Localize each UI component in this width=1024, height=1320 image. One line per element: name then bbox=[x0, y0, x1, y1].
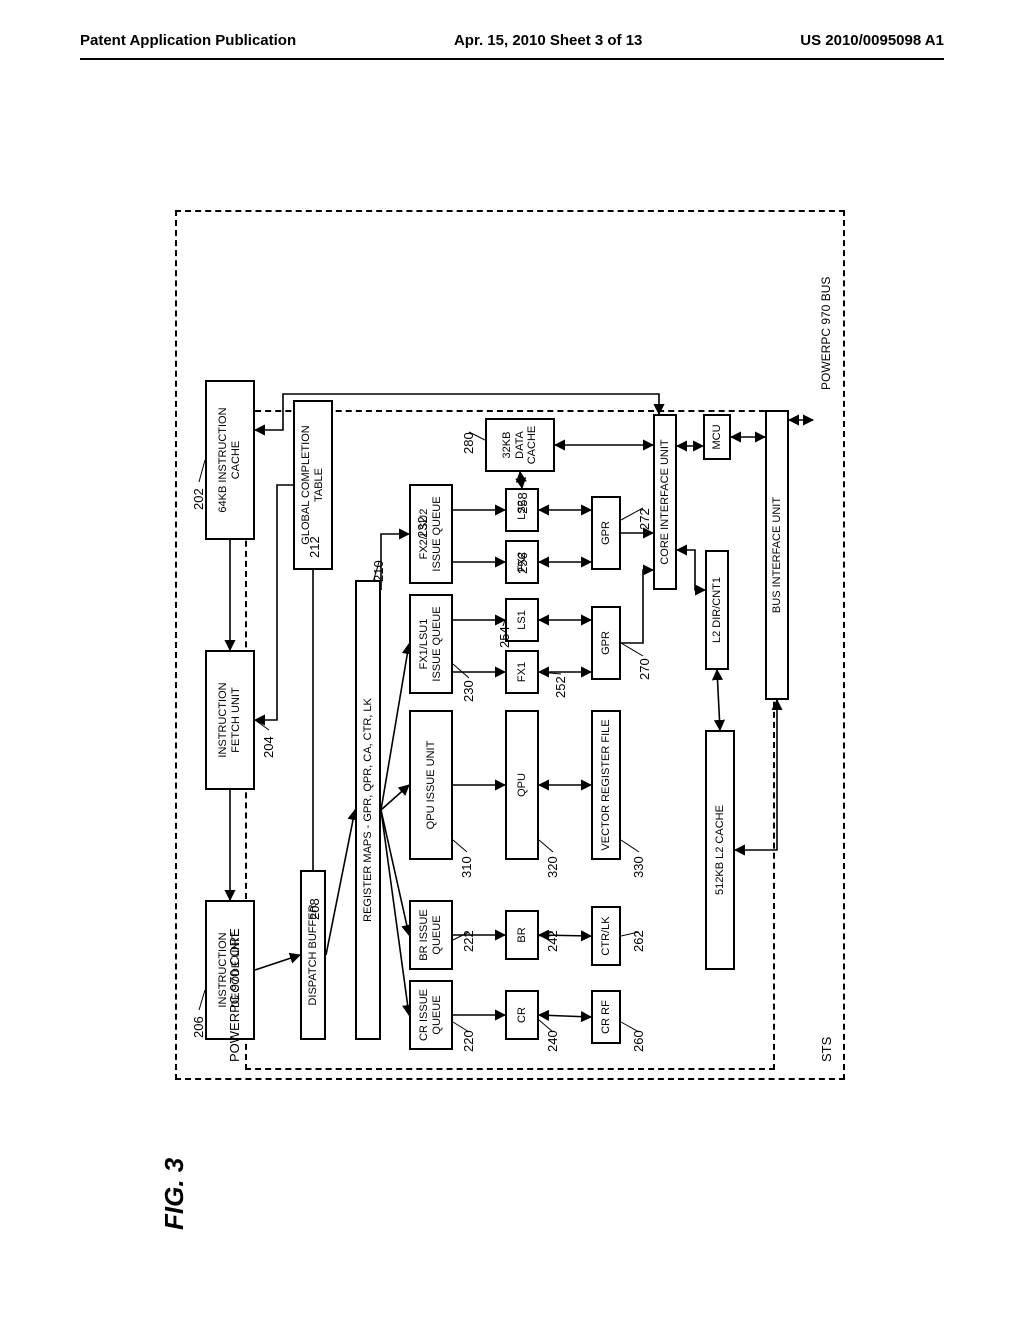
box-fx1: FX1 bbox=[505, 650, 539, 694]
box-fx1q: FX1/LSU1ISSUE QUEUE bbox=[409, 594, 453, 694]
pub-right: US 2010/0095098 A1 bbox=[800, 32, 944, 49]
ref-r330: 330 bbox=[631, 856, 646, 878]
ref-r206: 206 bbox=[191, 1016, 206, 1038]
box-icache: 64KB INSTRUCTIONCACHE bbox=[205, 380, 255, 540]
label-ppcCore: POWERPC 970 CORE bbox=[227, 928, 242, 1062]
ref-r204: 204 bbox=[261, 736, 276, 758]
ref-r256: 256 bbox=[515, 552, 530, 574]
box-qpu: QPU bbox=[505, 710, 539, 860]
box-brq: BR ISSUEQUEUE bbox=[409, 900, 453, 970]
diagram-canvas: FIG. 3 INSTRUCTIONDECODE UNITINSTRUCTION… bbox=[165, 180, 865, 1150]
box-dbuf: DISPATCH BUFFER bbox=[300, 870, 326, 1040]
box-cr: CR bbox=[505, 990, 539, 1040]
box-mcu: MCU bbox=[703, 414, 731, 460]
ref-r258: 258 bbox=[515, 492, 530, 514]
box-qpuq: QPU ISSUE UNIT bbox=[409, 710, 453, 860]
ref-r272: 272 bbox=[637, 508, 652, 530]
box-ciu: CORE INTERFACE UNIT bbox=[653, 414, 677, 590]
ref-r220: 220 bbox=[461, 1030, 476, 1052]
diagram-rotated-wrap: FIG. 3 INSTRUCTIONDECODE UNITINSTRUCTION… bbox=[30, 315, 1000, 1015]
ref-r230: 230 bbox=[461, 680, 476, 702]
header-rule bbox=[80, 58, 944, 60]
ref-r240: 240 bbox=[545, 1030, 560, 1052]
box-biu: BUS INTERFACE UNIT bbox=[765, 410, 789, 700]
ref-r260: 260 bbox=[631, 1030, 646, 1052]
ref-r310: 310 bbox=[459, 856, 474, 878]
box-dcache: 32KBDATACACHE bbox=[485, 418, 555, 472]
box-br: BR bbox=[505, 910, 539, 960]
box-crrf: CR RF bbox=[591, 990, 621, 1044]
box-l2d: L2 DIR/CNT1 bbox=[705, 550, 729, 670]
ref-r280: 280 bbox=[461, 432, 476, 454]
pub-mid: Apr. 15, 2010 Sheet 3 of 13 bbox=[454, 32, 642, 49]
box-l2c: 512KB L2 CACHE bbox=[705, 730, 735, 970]
label-sts: STS bbox=[819, 1037, 834, 1062]
ref-r202: 202 bbox=[191, 488, 206, 510]
label-ppcBus: POWERPC 970 BUS bbox=[819, 277, 833, 390]
ref-r208: 208 bbox=[307, 898, 322, 920]
ref-r320: 320 bbox=[545, 856, 560, 878]
ref-r242: 242 bbox=[545, 930, 560, 952]
ref-r252: 252 bbox=[553, 676, 568, 698]
box-ctrlk: CTR/LK bbox=[591, 906, 621, 966]
ref-r222: 222 bbox=[461, 930, 476, 952]
ref-r212: 212 bbox=[307, 536, 322, 558]
box-rmap: REGISTER MAPS - GPR, QPR, CA, CTR, LK bbox=[355, 580, 381, 1040]
ref-r232: 232 bbox=[415, 516, 430, 538]
ref-r210: 210 bbox=[371, 560, 386, 582]
ref-r270: 270 bbox=[637, 658, 652, 680]
ref-r262: 262 bbox=[631, 930, 646, 952]
box-crq: CR ISSUEQUEUE bbox=[409, 980, 453, 1050]
pub-left: Patent Application Publication bbox=[80, 32, 296, 49]
box-vrf: VECTOR REGISTER FILE bbox=[591, 710, 621, 860]
ref-r254: 254 bbox=[497, 626, 512, 648]
box-ifu: INSTRUCTIONFETCH UNIT bbox=[205, 650, 255, 790]
figure-label: FIG. 3 bbox=[159, 1158, 190, 1230]
box-gpr1: GPR bbox=[591, 606, 621, 680]
box-gpr2: GPR bbox=[591, 496, 621, 570]
page-header: Patent Application Publication Apr. 15, … bbox=[0, 32, 1024, 49]
